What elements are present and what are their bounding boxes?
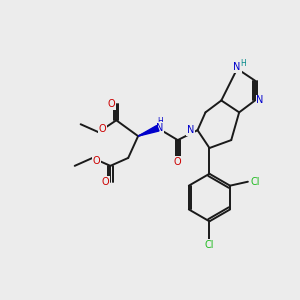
Text: Cl: Cl [205, 240, 214, 250]
Polygon shape [138, 125, 159, 136]
Text: N: N [156, 123, 164, 133]
Text: N: N [256, 95, 264, 106]
Text: H: H [240, 59, 246, 68]
Text: N: N [233, 62, 241, 72]
Text: H: H [157, 117, 163, 126]
Text: O: O [99, 124, 106, 134]
Text: O: O [107, 99, 115, 110]
Text: Cl: Cl [250, 177, 260, 187]
Text: O: O [102, 177, 109, 187]
Text: O: O [93, 156, 100, 166]
Text: O: O [174, 157, 182, 167]
Text: N: N [187, 125, 194, 135]
